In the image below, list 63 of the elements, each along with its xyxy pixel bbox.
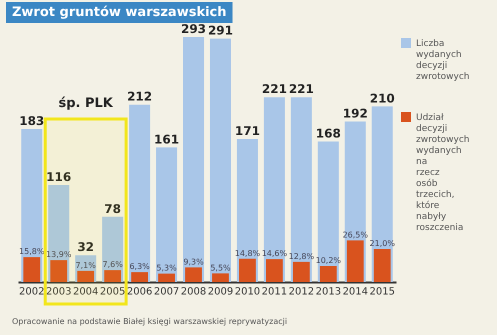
bar [50,260,68,282]
data-label: 6,3% [129,262,150,272]
data-label: 171 [234,124,260,138]
bar [346,240,364,282]
data-label: 291 [208,24,234,38]
data-label: 221 [262,82,287,96]
text: Opracowanie na podstawie Białej księgi warszawskiej reprywatyzacji [12,317,288,326]
bar [23,257,40,282]
x-tick-label: 2010 [234,286,260,298]
data-label: 183 [19,114,44,128]
bar [156,147,178,282]
x-tick-label: 2015 [370,286,395,298]
x-tick-label: 2002 [19,286,44,298]
bar [185,267,202,282]
data-label: 26,5% [342,230,368,240]
bar [131,272,148,282]
data-label: 9,3% [183,257,204,266]
bar [290,97,312,282]
bar [210,38,231,282]
x-tick-label: 2008 [180,286,206,298]
bar [104,270,122,282]
data-label: 14,6% [262,249,288,258]
data-label: 116 [46,170,72,184]
bar [158,274,175,282]
data-label: 168 [316,126,341,141]
legend-label: Liczba wydanych decyzji zwrotowych [416,39,470,82]
text: Udział decyzji zwrotowych wydanych na rzecz osób trzecich, które nabyły roszczenia [416,113,470,233]
x-tick-label: 2014 [342,286,368,298]
data-label: 5,3% [156,264,178,273]
bar [292,262,310,282]
data-label: 78 [104,202,121,216]
data-label: 221 [288,82,314,96]
data-label: 210 [370,91,395,106]
data-label: 14,8% [234,248,261,258]
band-label: śp. PLK [58,96,114,111]
data-label: 32 [77,240,94,254]
x-tick-label: 2013 [316,286,342,298]
chart-title: Zwrot gruntów warszawskich [12,5,227,20]
data-label: 7,6% [102,260,124,270]
data-label: 10,2% [316,256,342,265]
x-tick-label: 2007 [154,286,180,298]
data-label: 192 [342,106,368,120]
bar [320,266,337,282]
bar [374,249,391,282]
data-label: 293 [180,22,206,36]
x-tick-label: 2009 [208,286,234,298]
bar [183,37,204,282]
data-label: 161 [154,132,180,146]
x-tick-label: 2003 [46,286,72,298]
x-tick-label: 2004 [72,286,98,298]
x-tick-label: 2011 [262,286,288,298]
bar [212,273,229,282]
x-tick-label: 2012 [288,286,314,298]
x-tick-label: 2006 [126,286,152,298]
data-label: 212 [127,90,152,104]
bar [239,258,256,282]
x-tick-label: 2005 [100,286,126,298]
bar [129,104,150,282]
data-label: 12,8% [288,252,314,261]
data-label: 7,1% [76,260,96,270]
data-label: 21,0% [370,239,396,248]
data-label: 5,5% [210,263,232,272]
bar [266,259,283,282]
